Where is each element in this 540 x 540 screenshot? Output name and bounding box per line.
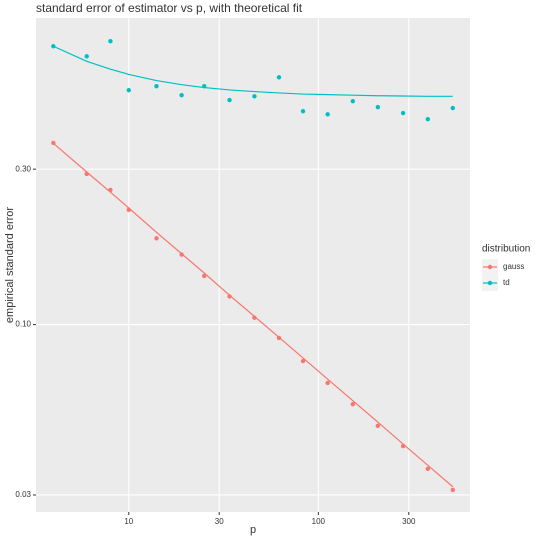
point bbox=[375, 423, 381, 429]
point bbox=[108, 38, 113, 44]
point bbox=[400, 110, 406, 116]
x-tick-label: 10 bbox=[124, 517, 133, 526]
x-tick-label: 300 bbox=[402, 517, 416, 526]
point bbox=[51, 44, 56, 49]
point bbox=[350, 401, 356, 407]
point bbox=[179, 92, 184, 98]
chart-title: standard error of estimator vs p, with t… bbox=[36, 1, 303, 15]
point bbox=[202, 273, 207, 279]
point bbox=[227, 97, 232, 103]
point bbox=[108, 187, 113, 193]
point bbox=[450, 487, 455, 493]
x-tick-label: 30 bbox=[215, 517, 224, 526]
point bbox=[84, 171, 89, 177]
y-axis-label: empirical standard error bbox=[4, 207, 16, 323]
point bbox=[350, 98, 356, 104]
legend-point bbox=[487, 280, 493, 286]
point bbox=[450, 105, 455, 111]
point bbox=[126, 207, 131, 213]
point bbox=[300, 358, 306, 364]
point bbox=[425, 116, 431, 122]
point bbox=[154, 236, 159, 241]
point bbox=[252, 94, 257, 99]
x-axis-label: p bbox=[250, 524, 256, 536]
point bbox=[154, 84, 159, 89]
legend-point bbox=[487, 264, 493, 270]
point bbox=[227, 294, 232, 299]
point bbox=[276, 75, 282, 80]
fit-line bbox=[53, 45, 453, 97]
point bbox=[179, 252, 184, 257]
y-tick-label: 0.03 bbox=[15, 490, 31, 499]
y-tick-label: 0.30 bbox=[15, 164, 31, 173]
point bbox=[84, 54, 89, 59]
panel bbox=[36, 18, 470, 512]
point bbox=[325, 112, 330, 117]
point bbox=[202, 84, 207, 89]
legend-title: distribution bbox=[482, 244, 530, 255]
x-tick-label: 100 bbox=[312, 517, 326, 526]
point bbox=[276, 335, 282, 341]
point bbox=[300, 108, 306, 114]
point bbox=[51, 140, 56, 146]
point bbox=[425, 466, 431, 471]
point bbox=[400, 443, 406, 449]
point bbox=[325, 380, 330, 386]
point bbox=[252, 315, 257, 320]
legend-label: td bbox=[503, 278, 510, 287]
y-tick-label: 0.10 bbox=[15, 320, 31, 329]
legend-label: gauss bbox=[503, 262, 524, 271]
point bbox=[126, 88, 131, 93]
point bbox=[375, 104, 381, 110]
